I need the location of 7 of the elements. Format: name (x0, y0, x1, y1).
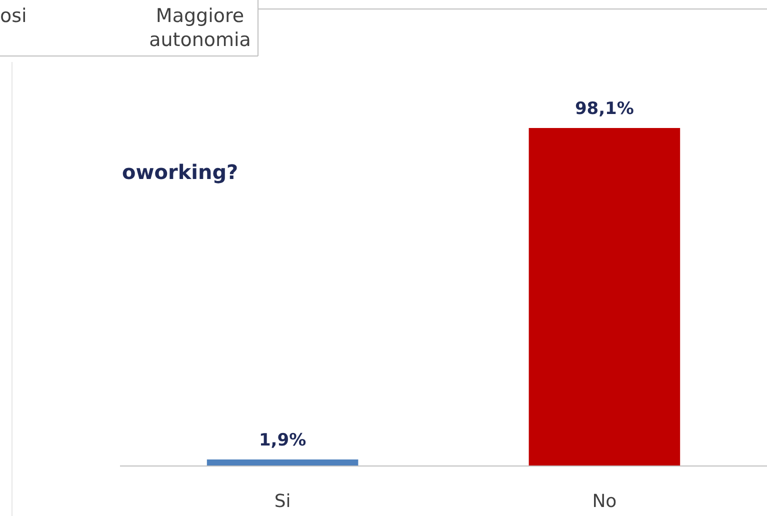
text: Maggiore autonomia (149, 5, 251, 51)
x-tick-label: No (592, 491, 617, 512)
x-tick-label: Si (274, 491, 291, 512)
text: osi (0, 5, 27, 27)
data-label: 1,9% (258, 430, 306, 450)
data-label: 98,1% (574, 99, 634, 119)
annotation: oworking? (122, 160, 238, 184)
